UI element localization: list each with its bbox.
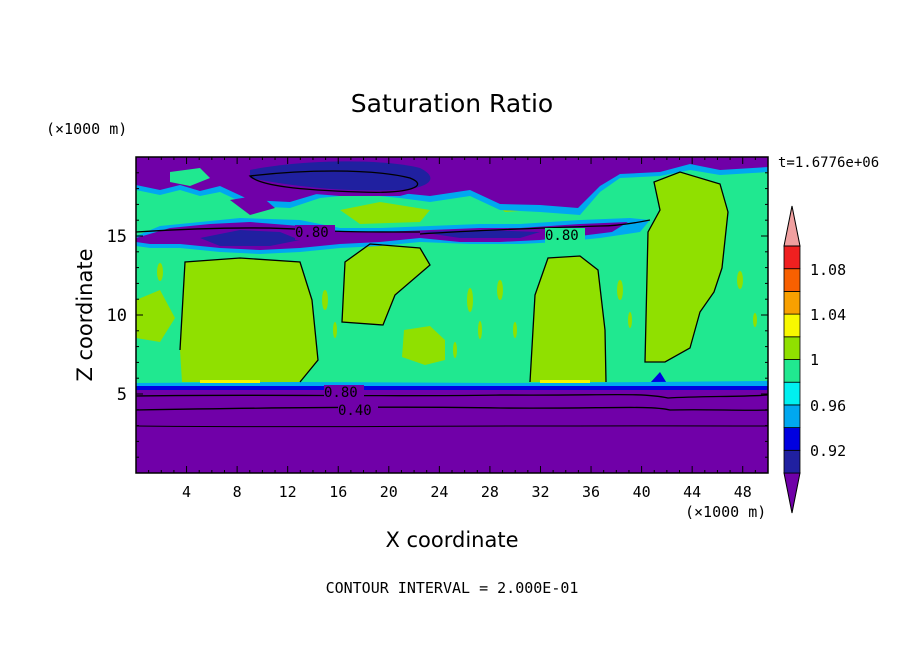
y-unit-label: (×1000 m) [46, 120, 127, 138]
x-tick-label: 36 [582, 483, 600, 501]
colorbar-arrow-high [783, 205, 801, 247]
y-axis: 5 10 15 [107, 172, 768, 458]
colorbar-swatch [783, 336, 801, 360]
colorbar-label: 1.08 [810, 261, 846, 279]
field-patch-4 [530, 256, 606, 382]
x-tick-label: 48 [734, 483, 752, 501]
x-tick-label: 4 [182, 483, 191, 501]
colorbar-label: 1 [810, 351, 819, 369]
colorbar-swatch [783, 449, 801, 474]
y-tick-label: 5 [117, 385, 127, 405]
colorbar-swatch [783, 359, 801, 383]
x-tick-label: 40 [633, 483, 651, 501]
x-tick-label: 24 [430, 483, 448, 501]
x-tick-label: 44 [683, 483, 701, 501]
field-patch-5 [645, 172, 728, 362]
x-unit-label: (×1000 m) [685, 503, 766, 521]
contour-interval-footer: CONTOUR INTERVAL = 2.000E-01 [326, 579, 579, 597]
field-lower-dry-layer [136, 387, 768, 473]
y-axis-title: Z coordinate [73, 248, 97, 381]
colorbar: 1.08 1.04 1 0.96 0.92 [783, 205, 846, 514]
colorbar-swatch [783, 268, 801, 292]
colorbar-arrow-low [783, 472, 801, 514]
colorbar-swatch [783, 290, 801, 315]
colorbar-label: 0.92 [810, 442, 846, 460]
x-axis-title: X coordinate [385, 528, 518, 552]
x-tick-label: 16 [329, 483, 347, 501]
plot-area: 0.80 0.80 0.80 0.40 [136, 157, 768, 473]
x-tick-label: 32 [531, 483, 549, 501]
contour-label-2: 0.80 [545, 228, 579, 244]
contour-label-1: 0.80 [295, 225, 329, 241]
x-axis: 4 8 12 16 20 24 28 32 36 40 44 48 [148, 157, 756, 501]
x-tick-label: 12 [279, 483, 297, 501]
field-patch-2 [342, 244, 430, 325]
colorbar-label: 1.04 [810, 306, 846, 324]
x-tick-label: 8 [233, 483, 242, 501]
colorbar-swatch [783, 427, 801, 451]
colorbar-swatch [783, 245, 801, 270]
field-patch-1 [180, 258, 318, 382]
colorbar-label: 0.96 [810, 397, 846, 415]
y-tick-label: 15 [107, 227, 127, 247]
colorbar-swatch [783, 404, 801, 428]
contour-label-4: 0.40 [338, 403, 372, 419]
chart-title: Saturation Ratio [351, 89, 553, 118]
y-tick-label: 10 [107, 306, 127, 326]
time-label: t=1.6776e+06 [778, 155, 879, 171]
x-tick-label: 20 [380, 483, 398, 501]
x-tick-label: 28 [481, 483, 499, 501]
colorbar-swatch [783, 313, 801, 338]
field-patch-3 [402, 326, 445, 365]
colorbar-swatch [783, 381, 801, 406]
contour-label-3: 0.80 [324, 385, 358, 401]
